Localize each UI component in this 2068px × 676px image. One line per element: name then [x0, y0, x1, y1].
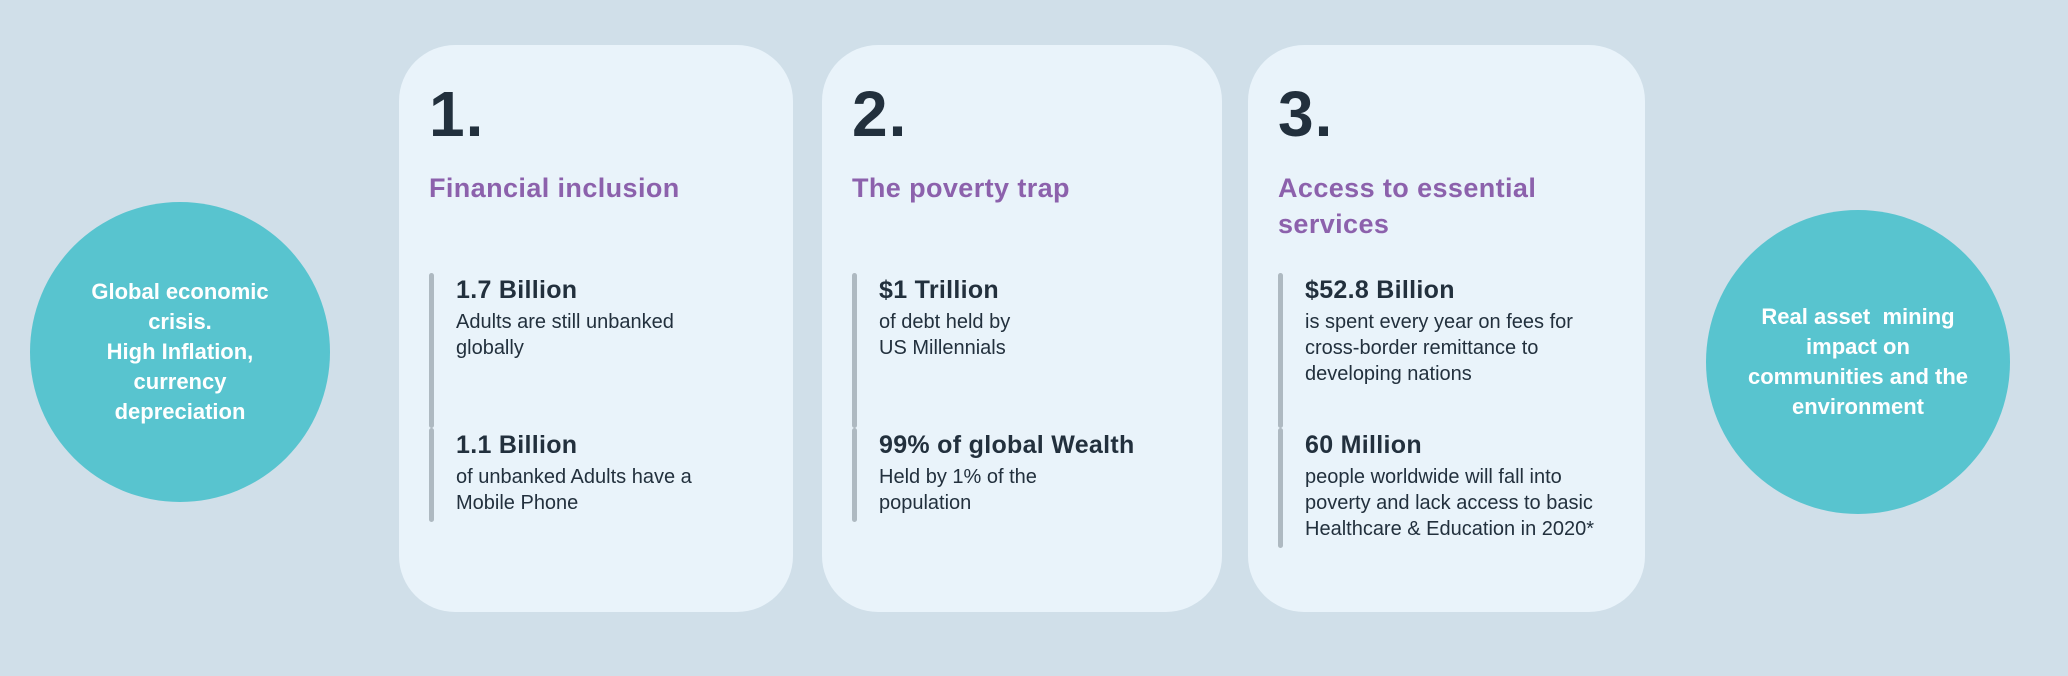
stat-description: of unbanked Adults have a Mobile Phone [456, 466, 692, 514]
card-essential-services: 3. Access to essential services $52.8 Bi… [1248, 45, 1645, 612]
stat-block: 1.1 Billion of unbanked Adults have a Mo… [429, 428, 763, 522]
stat-accent-bar [852, 428, 857, 522]
card-number: 3. [1278, 78, 1334, 150]
stat-accent-bar [1278, 428, 1283, 548]
stat-value: 1.7 Billion [456, 276, 578, 304]
stat-value: $52.8 Billion [1305, 276, 1455, 304]
card-poverty-trap: 2. The poverty trap $1 Trillion of debt … [822, 45, 1222, 612]
stat-value: 60 Million [1305, 431, 1422, 459]
stat-block: $52.8 Billion is spent every year on fee… [1278, 273, 1615, 428]
stat-description: Held by 1% of the population [879, 466, 1037, 514]
stat-accent-bar [852, 273, 857, 428]
stat-block: 60 Million people worldwide will fall in… [1278, 428, 1615, 548]
right-bubble-text: Real asset mining impact on communities … [1747, 304, 1969, 419]
stat-description: Adults are still unbanked globally [456, 311, 674, 359]
stat-block: 99% of global Wealth Held by 1% of the p… [852, 428, 1192, 522]
card-financial-inclusion: 1. Financial inclusion 1.7 Billion Adult… [399, 45, 793, 612]
stat-description: people worldwide will fall into poverty … [1305, 466, 1595, 540]
stat-block: $1 Trillion of debt held by US Millennia… [852, 273, 1192, 428]
stat-accent-bar [429, 428, 434, 522]
card-title: Financial inclusion [429, 173, 680, 203]
stat-description: is spent every year on fees for cross-bo… [1305, 311, 1573, 385]
stat-value: 1.1 Billion [456, 431, 578, 459]
card-title: Access to essential services [1278, 173, 1537, 239]
left-bubble-global-crisis: Global economic crisis. High Inflation, … [30, 202, 330, 502]
stat-value: $1 Trillion [879, 276, 999, 304]
right-bubble-mining-impact: Real asset mining impact on communities … [1706, 210, 2010, 514]
card-number: 1. [429, 78, 485, 150]
stat-description: of debt held by US Millennials [879, 311, 1011, 359]
left-bubble-text: Global economic crisis. High Inflation, … [91, 279, 269, 424]
card-title: The poverty trap [852, 173, 1070, 203]
stat-accent-bar [429, 273, 434, 428]
stat-block: 1.7 Billion Adults are still unbanked gl… [429, 273, 763, 428]
card-number: 2. [852, 78, 908, 150]
stat-value: 99% of global Wealth [879, 431, 1135, 459]
stat-accent-bar [1278, 273, 1283, 428]
